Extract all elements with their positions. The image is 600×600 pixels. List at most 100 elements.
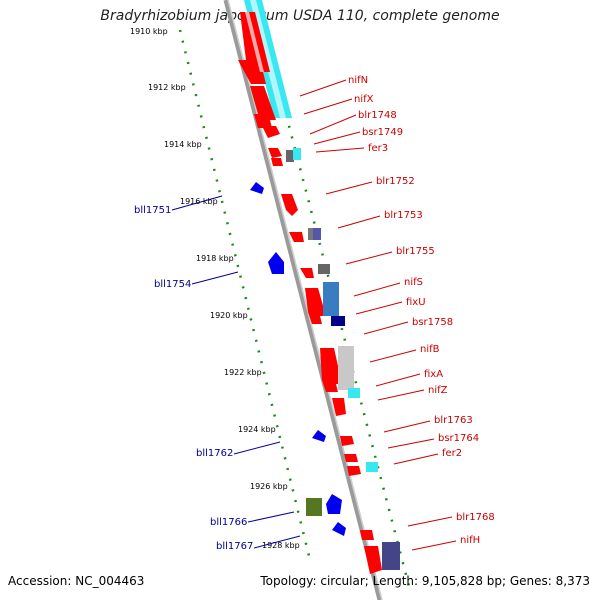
gene-label: nifS [404, 277, 423, 288]
leader-line [233, 441, 281, 455]
leader-line [315, 147, 365, 153]
feature-nifZ [332, 398, 346, 416]
leader-line [313, 131, 361, 145]
forward-labels: nifN nifX blr1748 bsr1749 fer3 blr1752 b… [348, 75, 495, 546]
feature-bll1767 [332, 522, 346, 536]
gene-label: nifB [420, 344, 440, 355]
gene-label: fixA [424, 369, 443, 380]
feature-blr1768 [360, 530, 374, 540]
tick-label: 1926 kbp [250, 482, 288, 491]
leader-line [383, 420, 431, 433]
feature-fixA-cyan [348, 388, 360, 398]
leader-line [303, 98, 353, 115]
gene-label: bsr1764 [438, 433, 479, 444]
leader-line [355, 301, 403, 315]
gene-label: bll1754 [154, 279, 191, 290]
feature-nifH-purple [382, 542, 400, 570]
feature-bll1762 [312, 430, 326, 442]
leader-line [387, 438, 435, 449]
gene-label: blr1763 [434, 415, 473, 426]
genome-backbone-shade [227, 0, 383, 600]
gene-label: blr1755 [396, 246, 435, 257]
gene-label: blr1752 [376, 176, 415, 187]
leader-line [171, 195, 223, 211]
leader-line [377, 389, 425, 401]
genome-summary: Topology: circular; Length: 9,105,828 bp… [260, 574, 590, 588]
leader-line [325, 181, 373, 195]
map-title: Bradyrhizobium japonicum USDA 110, compl… [100, 8, 500, 24]
tick-label: 1924 kbp [238, 425, 276, 434]
leader-line [393, 453, 439, 465]
forward-leaders [299, 79, 457, 551]
feature-blr1753-blue [313, 228, 321, 240]
feature-blr1763 [340, 436, 354, 446]
feature-bsr1764 [344, 454, 358, 462]
leader-line [247, 511, 295, 523]
leader-line [299, 79, 347, 97]
gene-label: bsr1749 [362, 127, 403, 138]
tick-label: 1916 kbp [180, 197, 218, 206]
feature-blr1755-grey [318, 264, 330, 274]
gene-label: blr1753 [384, 210, 423, 221]
gene-label: fer3 [368, 143, 388, 154]
accession-text: Accession: NC_004463 [8, 574, 145, 588]
feature-fer3-grey [286, 150, 294, 162]
leader-line [353, 282, 401, 297]
feature-nifH [364, 546, 382, 574]
feature-red-3 [262, 126, 280, 138]
leader-line [407, 516, 453, 527]
tick-label: 1922 kbp [224, 368, 262, 377]
feature-fer2 [347, 466, 361, 476]
reverse-leaders [171, 195, 301, 549]
feature-red-5 [271, 158, 283, 166]
feature-fixA-grey [338, 346, 354, 390]
feature-nifB [320, 348, 342, 392]
feature-red-2 [250, 86, 276, 128]
feature-blr1755 [300, 268, 314, 278]
gene-label: blr1768 [456, 512, 495, 523]
tick-label: 1928 kbp [262, 541, 300, 550]
leader-line [375, 373, 421, 387]
feature-fixU-navy [331, 316, 345, 326]
genome-backbone [223, 0, 383, 600]
feature-blr1753-grey [308, 228, 314, 240]
gene-label: bsr1758 [412, 317, 453, 328]
gene-label: nifN [348, 75, 368, 86]
gene-label: bll1751 [134, 205, 171, 216]
tick-label: 1910 kbp [130, 27, 168, 36]
feature-nifS [305, 288, 326, 324]
gene-label: blr1748 [358, 110, 397, 121]
feature-blr1753-red [289, 232, 304, 242]
tick-labels: 1910 kbp 1912 kbp 1914 kbp 1916 kbp 1918… [130, 27, 300, 550]
feature-fixU-blue [323, 282, 339, 316]
feature-fer3-cyan [293, 148, 301, 160]
tick-label: 1914 kbp [164, 140, 202, 149]
leader-line [191, 271, 239, 285]
feature-bll1754 [268, 252, 284, 274]
feature-red-4 [268, 148, 282, 158]
gene-label: bll1767 [216, 541, 253, 552]
forward-features [238, 0, 400, 574]
feature-red-1-light [245, 12, 264, 72]
leader-line [253, 535, 301, 549]
leader-line [411, 540, 457, 551]
feature-bll1766-blue [326, 494, 342, 514]
feature-bll1766-green [306, 498, 322, 516]
leader-line [363, 321, 409, 335]
feature-bll1751 [250, 182, 264, 194]
leader-line [309, 114, 357, 135]
feature-fer2-cyan [366, 462, 378, 472]
feature-blr1752 [281, 194, 298, 216]
leader-line [369, 349, 417, 363]
gene-label: bll1762 [196, 448, 233, 459]
gene-label: nifX [354, 94, 374, 105]
reverse-features [250, 182, 346, 536]
gene-label: nifH [460, 535, 480, 546]
gene-label: fer2 [442, 448, 462, 459]
gene-label: nifZ [428, 385, 448, 396]
tick-label: 1918 kbp [196, 254, 234, 263]
left-tick-guide [178, 29, 312, 561]
tick-label: 1920 kbp [210, 311, 248, 320]
leader-line [337, 215, 381, 229]
